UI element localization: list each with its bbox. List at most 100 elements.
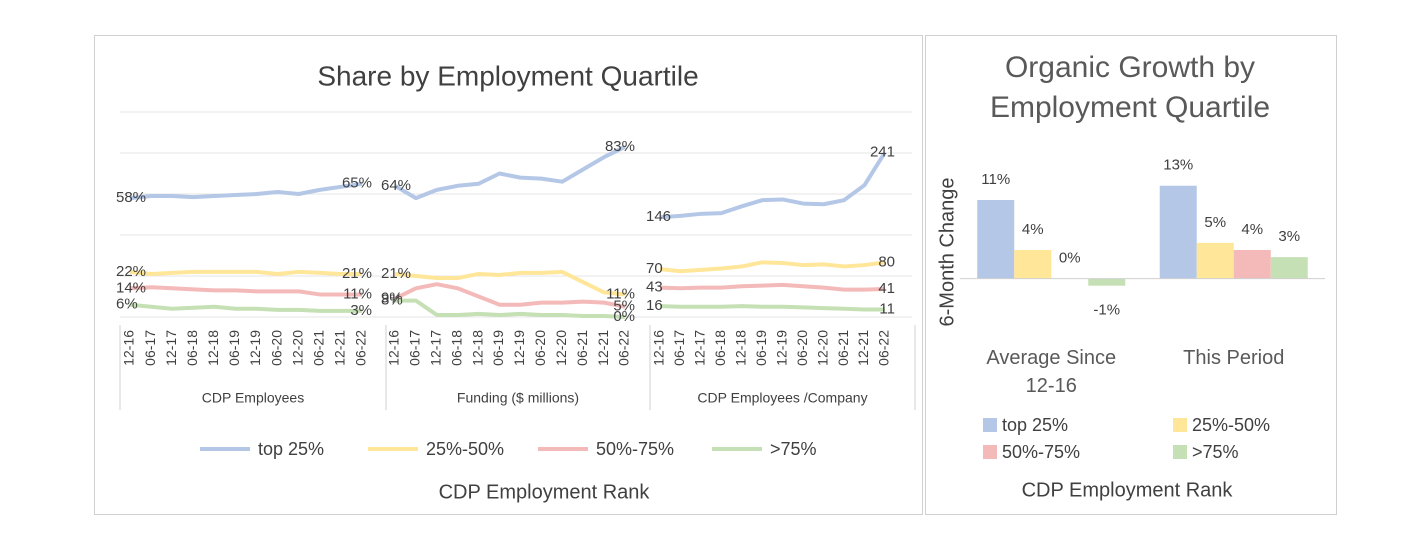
x-tick-label: 06-18 [712,330,728,366]
x-tick-label: 06-21 [574,330,590,366]
line-series [394,282,626,309]
left-panel-frame [94,35,923,515]
legend-label: >75% [770,439,817,459]
x-tick-label: 12-21 [332,330,348,366]
x-tick-label: 06-21 [835,330,851,366]
line-series [659,282,886,292]
legend-swatch [1173,445,1187,459]
chart-title: Organic Growth by Employment Quartile [989,51,1271,124]
data-label: 0% [1059,250,1081,267]
data-label: 11 [879,300,895,317]
panel-label: Funding ($ millions) [457,390,579,406]
x-tick-label: 12-18 [733,330,749,366]
data-label: 8% [381,292,403,309]
right-panel-frame [925,35,1337,515]
x-tick-label: 06-19 [753,330,769,366]
data-label: 21% [381,265,411,282]
x-tick-label: 06-19 [490,330,506,366]
legend-label: 50%-75% [596,439,674,459]
bar [1014,250,1052,279]
bar [977,200,1015,279]
x-tick-label: 06-19 [226,330,242,366]
data-label: 4% [1241,221,1263,238]
data-label: 4% [1022,221,1044,238]
x-tick-label: Average Since 12-16 [986,347,1117,397]
x-tick-label: 12-18 [205,330,221,366]
bar [1088,278,1126,286]
x-tick-label: 12-19 [247,330,263,366]
legend-label: top 25% [1002,415,1068,435]
x-tick-label: 06-22 [353,330,369,366]
x-tick-label: 06-17 [671,330,687,366]
x-tick-label: 12-17 [428,330,444,366]
data-label: 65% [342,175,372,192]
data-label: -1% [1093,302,1120,319]
legend-swatch [983,445,997,459]
x-tick-label: 12-19 [511,330,527,366]
legend-swatch [1173,418,1187,432]
x-tick-label: 12-21 [595,330,611,366]
data-label: 21% [342,265,372,282]
bar [1159,185,1197,279]
legend-label: top 25% [258,439,324,459]
line-series [129,302,362,313]
data-label: 64% [381,177,411,194]
legend-label: 25%-50% [1192,415,1270,435]
x-tick-label: 12-21 [855,330,871,366]
data-label: 41 [878,280,895,297]
x-tick-label: 06-21 [311,330,327,366]
x-tick-label: 12-16 [121,330,137,366]
data-label: 14% [116,279,146,296]
data-label: 13% [1163,157,1193,174]
x-axis-title: CDP Employment Rank [1022,479,1234,501]
panel-label: CDP Employees [202,390,304,406]
data-label: 0% [613,308,635,325]
data-label: 5% [613,298,635,315]
data-label: 3% [350,302,372,319]
x-tick-label: 12-20 [553,330,569,366]
x-tick-label: 06-22 [876,330,892,366]
line-series [659,260,886,274]
x-tick-label: 06-20 [532,330,548,366]
line-series [659,151,887,220]
line-series [129,181,363,201]
x-tick-label: 12-19 [773,330,789,366]
x-tick-label: 06-17 [407,330,423,366]
line-series [129,285,362,297]
x-tick-label: 12-20 [814,330,830,366]
legend-swatch [983,418,997,432]
x-tick-label: 06-20 [794,330,810,366]
panel-label: CDP Employees /Company [697,390,867,406]
legend-label: >75% [1192,442,1239,462]
data-label: 22% [116,263,146,280]
data-label: 146 [646,208,671,225]
x-tick-label: 06-22 [616,330,632,366]
data-label: 241 [870,143,895,160]
line-series [129,269,362,276]
data-label: 43 [646,279,663,296]
x-tick-label: 12-17 [163,330,179,366]
line-series [395,298,626,319]
data-label: 80 [878,253,895,270]
bar [1270,257,1308,279]
data-label: 5% [1204,214,1226,231]
x-tick-label: 12-18 [469,330,485,366]
data-label: 16 [646,297,663,314]
bar [1196,242,1234,279]
data-label: 3% [1278,228,1300,245]
x-tick-label: 12-16 [386,330,402,366]
x-tick-label: 06-18 [448,330,464,366]
x-tick-label: 06-18 [184,330,200,366]
data-label: 11% [981,171,1010,188]
data-label: 58% [116,189,146,206]
bar [1233,250,1271,279]
x-tick-label: 06-20 [268,330,284,366]
x-tick-label: 12-16 [651,330,667,366]
y-axis-title: 6-Month Change [936,178,958,327]
data-label: 11% [343,285,372,302]
data-label: 83% [605,138,635,155]
x-tick-label: 06-17 [142,330,158,366]
x-tick-label: 12-20 [289,330,305,366]
